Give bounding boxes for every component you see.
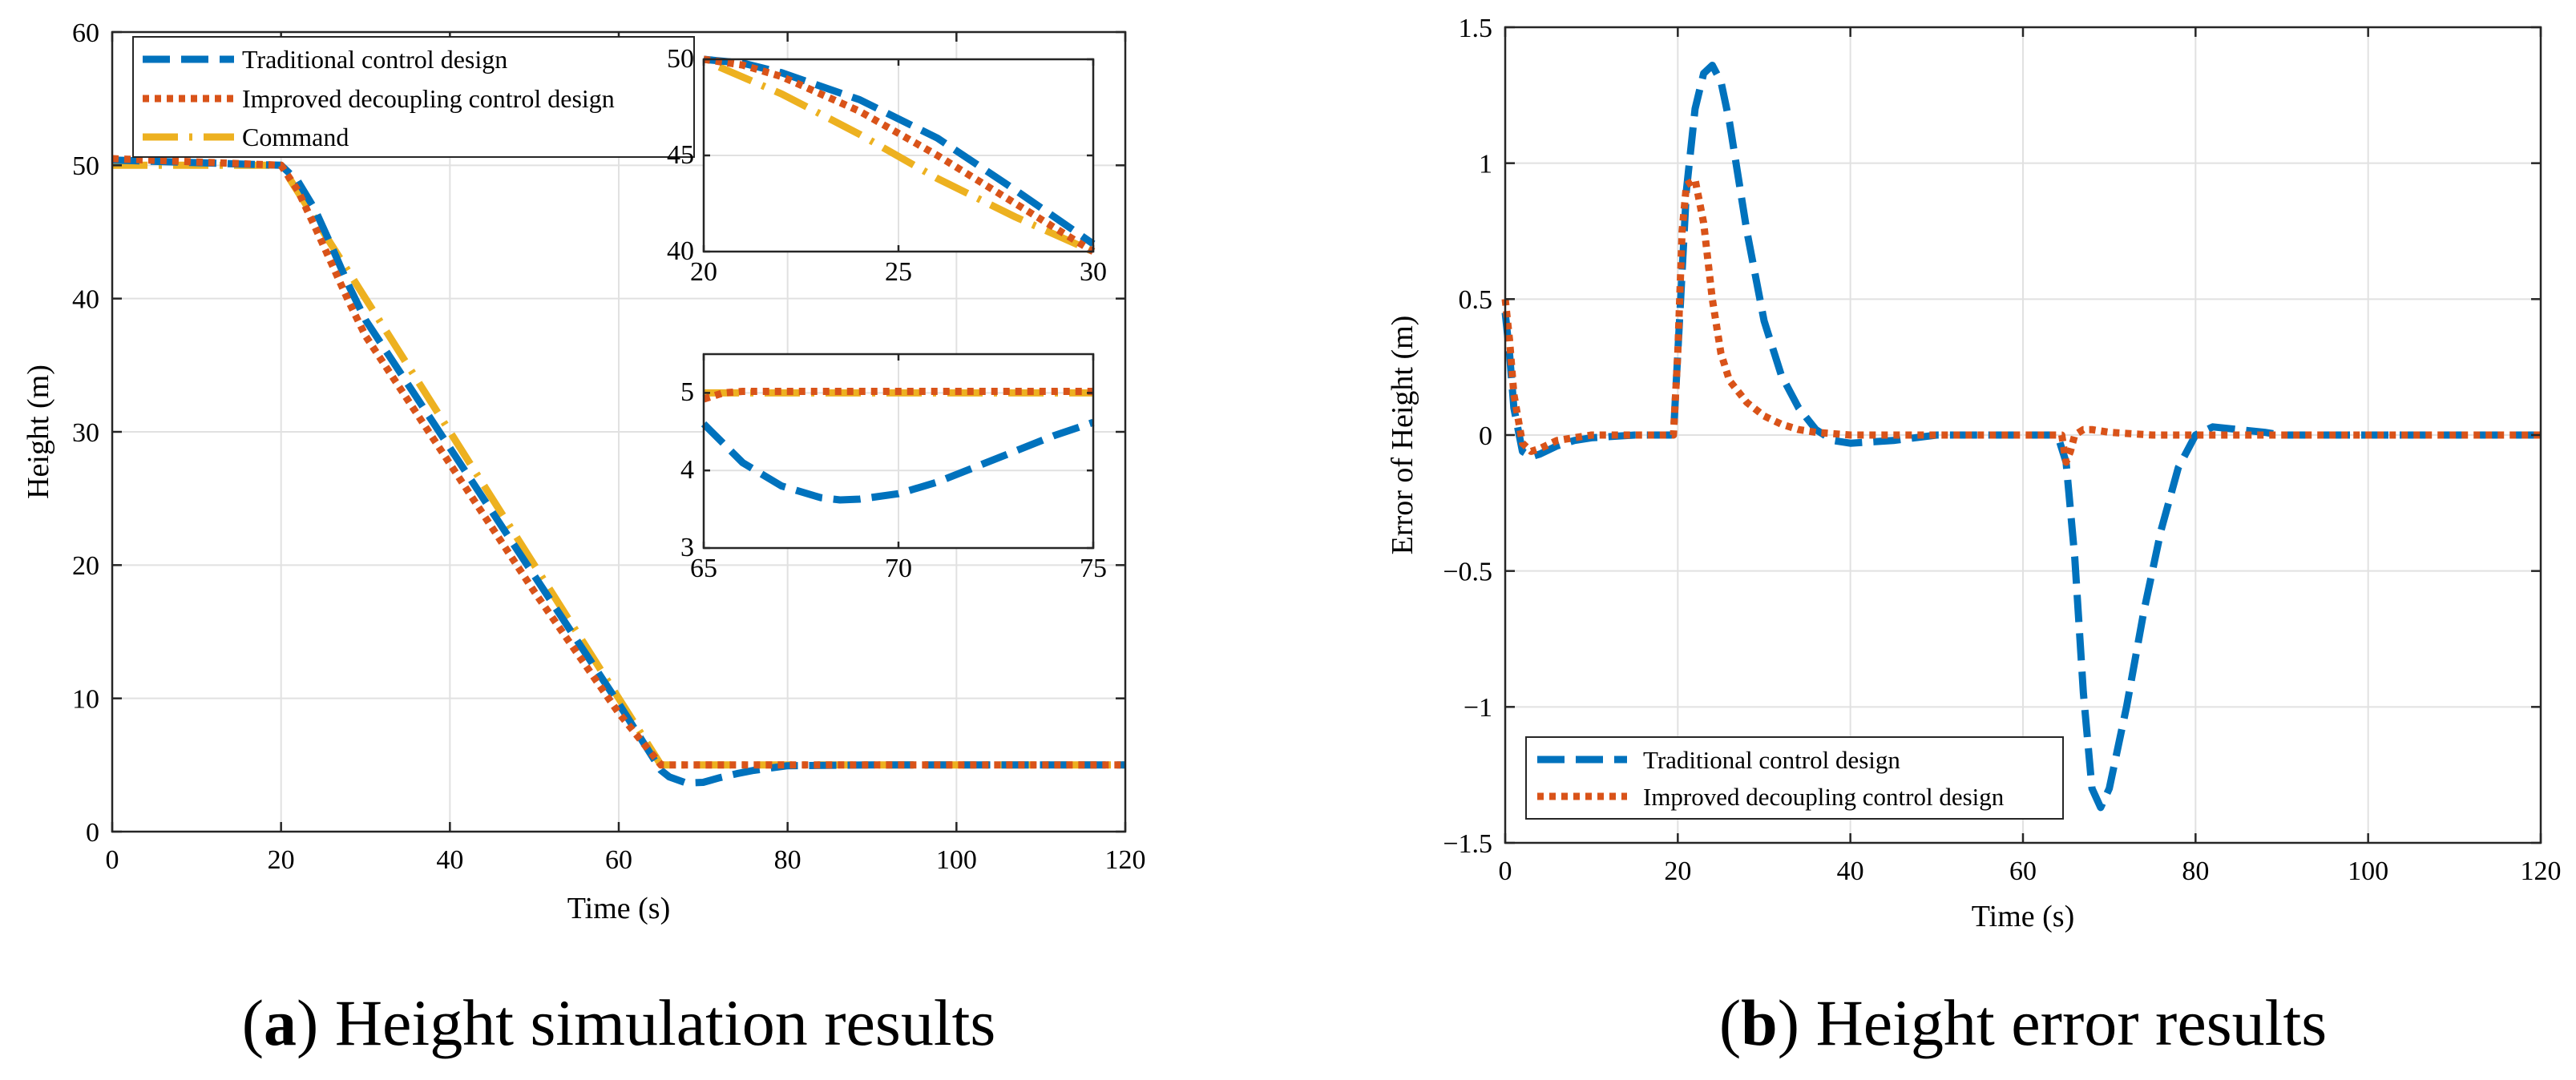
x-tick-label: 60 bbox=[2009, 856, 2037, 886]
x-tick-label: 80 bbox=[774, 845, 801, 875]
x-tick-label: 80 bbox=[2182, 856, 2209, 886]
series-line-improved bbox=[703, 55, 1096, 255]
caption-a-text: Height simulation results bbox=[318, 986, 995, 1059]
y-tick-label: 4 bbox=[680, 455, 694, 485]
inset-1-series bbox=[703, 55, 1096, 256]
series-line-improved bbox=[111, 155, 1125, 769]
x-tick-label: 120 bbox=[2521, 856, 2562, 886]
x-tick-label: 100 bbox=[2348, 856, 2388, 886]
inset-1-tick-labels: 20 25 30 40 45 50 bbox=[667, 44, 1107, 287]
panel-a-inset-2: 65 70 75 3 4 5 bbox=[680, 353, 1107, 583]
x-tick-label: 100 bbox=[936, 845, 977, 875]
y-tick-label: 50 bbox=[72, 151, 99, 181]
series-line-traditional bbox=[1501, 62, 2541, 812]
y-tick-label: 1 bbox=[1479, 150, 1492, 179]
y-tick-label: 40 bbox=[72, 285, 99, 315]
y-tick-label: 0 bbox=[1479, 421, 1492, 451]
y-tick-label: 0.5 bbox=[1459, 285, 1493, 315]
x-tick-label: 65 bbox=[690, 554, 717, 583]
y-tick-label: 50 bbox=[667, 44, 694, 74]
x-tick-label: 40 bbox=[436, 845, 463, 875]
x-tick-label: 40 bbox=[1837, 856, 1864, 886]
panel-a-xlabel: Time (s) bbox=[567, 892, 670, 925]
panel-a-inset-1: 20 25 30 40 45 50 bbox=[667, 44, 1107, 287]
panel-a-legend: Traditional control design Improved deco… bbox=[132, 36, 695, 158]
y-tick-label: 3 bbox=[680, 533, 694, 562]
y-tick-label: 30 bbox=[72, 418, 99, 448]
panel-b-height-error: 0 20 40 60 80 100 120 −1.5 −1 −0.5 0 0.5 1 1.5 Time (… bbox=[1386, 14, 2562, 933]
y-tick-label: −1 bbox=[1464, 693, 1492, 723]
x-tick-label: 25 bbox=[885, 257, 912, 287]
y-tick-label: 10 bbox=[72, 685, 99, 715]
legend-box bbox=[1525, 736, 2064, 820]
x-tick-label: 70 bbox=[885, 554, 912, 583]
x-tick-label: 0 bbox=[1499, 856, 1512, 886]
legend-label-improved: Improved decoupling control design bbox=[242, 84, 615, 113]
y-tick-label: 60 bbox=[72, 18, 99, 48]
x-tick-label: 20 bbox=[1664, 856, 1691, 886]
y-tick-label: −0.5 bbox=[1443, 558, 1492, 587]
y-tick-label: 5 bbox=[680, 377, 694, 407]
legend-label-traditional: Traditional control design bbox=[242, 45, 507, 74]
legend-label-traditional: Traditional control design bbox=[1643, 746, 1900, 774]
x-tick-label: 60 bbox=[605, 845, 632, 875]
panel-b-series bbox=[1501, 62, 2541, 812]
panel-b-ylabel: Error of Height (m) bbox=[1386, 316, 1419, 555]
y-tick-label: 45 bbox=[667, 140, 694, 170]
x-tick-label: 20 bbox=[268, 845, 295, 875]
y-tick-label: 40 bbox=[667, 236, 694, 266]
x-tick-label: 120 bbox=[1105, 845, 1146, 875]
panel-a-series bbox=[111, 155, 1125, 787]
panel-a-ylabel: Height (m) bbox=[22, 365, 55, 499]
legend-label-command: Command bbox=[242, 123, 349, 151]
caption-b: (b) Height error results bbox=[1719, 986, 2327, 1059]
y-tick-label: 1.5 bbox=[1459, 14, 1493, 43]
y-tick-label: 0 bbox=[86, 818, 99, 848]
x-tick-label: 30 bbox=[1080, 257, 1107, 287]
x-tick-label: 0 bbox=[106, 845, 119, 875]
y-tick-label: −1.5 bbox=[1443, 829, 1492, 859]
panel-b-legend: Traditional control design Improved deco… bbox=[1525, 736, 2064, 820]
inset-2-series bbox=[701, 388, 1095, 504]
x-tick-label: 75 bbox=[1080, 554, 1107, 583]
caption-a-letter: a bbox=[264, 986, 297, 1059]
inset-2-tick-labels: 65 70 75 3 4 5 bbox=[680, 354, 1107, 583]
series-line-command bbox=[717, 63, 1095, 256]
x-tick-label: 20 bbox=[690, 257, 717, 287]
series-line-traditional bbox=[701, 418, 1095, 504]
caption-b-letter: b bbox=[1741, 986, 1778, 1059]
series-line-improved bbox=[1501, 175, 2541, 466]
series-line-improved bbox=[702, 388, 1093, 403]
y-tick-label: 20 bbox=[72, 551, 99, 581]
legend-label-improved: Improved decoupling control design bbox=[1643, 783, 2005, 811]
caption-b-text: Height error results bbox=[1799, 986, 2327, 1059]
panel-b-xlabel: Time (s) bbox=[1972, 900, 2074, 933]
panel-b-tick-labels: 0 20 40 60 80 100 120 −1.5 −1 −0.5 0 0.5 1 1.5 bbox=[1443, 14, 2561, 886]
caption-a: (a) Height simulation results bbox=[242, 986, 996, 1059]
